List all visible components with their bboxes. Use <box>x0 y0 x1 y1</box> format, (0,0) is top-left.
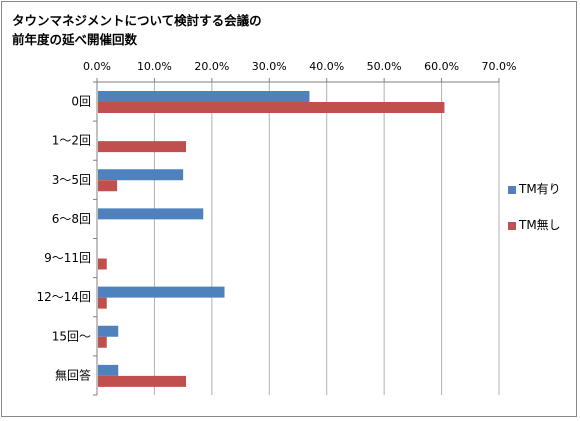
chart-title-line-2: 前年度の延べ開催回数 <box>12 32 138 47</box>
chart-title-line-1: タウンマネジメントについて検討する会議の <box>12 13 262 28</box>
bar-tm-ari <box>98 364 119 376</box>
bar-tm-ari <box>98 325 119 337</box>
category-label: 3～5回 <box>52 173 91 187</box>
x-tick-label: 0.0% <box>83 60 111 73</box>
bar-tm-nashi <box>98 102 445 113</box>
category-label: 9～11回 <box>44 251 91 265</box>
bar-tm-nashi <box>98 336 107 348</box>
category-label: 15回～ <box>52 329 91 343</box>
legend-swatch-tm-ari <box>508 185 516 194</box>
legend-label-tm-nashi: TM無し <box>519 218 561 232</box>
bar-tm-ari <box>98 91 310 102</box>
bar-tm-nashi <box>98 297 107 309</box>
bar-tm-nashi <box>98 375 187 387</box>
bar-tm-nashi <box>98 141 187 153</box>
x-tick-label: 10.0% <box>137 60 172 73</box>
x-tick-label: 40.0% <box>309 60 344 73</box>
bar-tm-nashi <box>98 180 118 192</box>
category-label: 無回答 <box>55 367 91 382</box>
bar-tm-ari <box>98 208 204 220</box>
bar-tm-nashi <box>98 258 107 270</box>
bar-tm-ari <box>98 169 184 181</box>
category-label: 0回 <box>71 95 91 109</box>
x-tick-label: 30.0% <box>252 60 287 73</box>
category-label: 6～8回 <box>52 212 91 226</box>
legend-item-tm-nashi: TM無し <box>508 216 561 233</box>
bar-tm-ari <box>98 286 225 298</box>
x-tick-label: 60.0% <box>424 60 459 73</box>
x-tick-label: 50.0% <box>367 60 402 73</box>
x-tick-label: 70.0% <box>482 60 517 73</box>
legend-swatch-tm-nashi <box>508 221 516 230</box>
legend-label-tm-ari: TM有り <box>519 182 561 196</box>
x-tick-label: 20.0% <box>194 60 229 73</box>
category-label: 12～14回 <box>36 290 91 304</box>
category-label: 1～2回 <box>52 134 91 148</box>
plot-area: 0.0% 10.0% 20.0% 30.0% 40.0% 50.0% 60.0% 70.0% 0… <box>36 60 517 396</box>
legend-item-tm-ari: TM有り <box>508 180 561 197</box>
